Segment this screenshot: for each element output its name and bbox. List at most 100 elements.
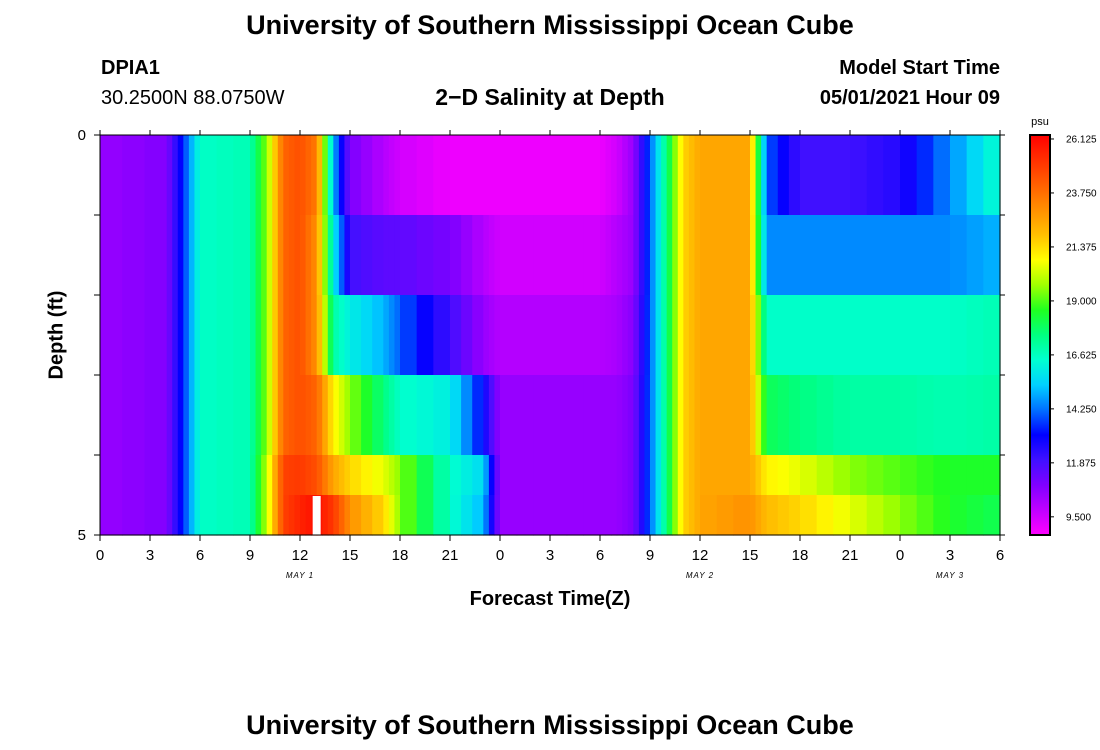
heatmap-cell [416, 295, 434, 376]
heatmap-cell [750, 455, 757, 496]
heatmap-cell [933, 455, 951, 496]
heatmap-cell [766, 295, 779, 376]
heatmap-cell [144, 455, 168, 496]
heatmap-cell [950, 455, 968, 496]
heatmap-cell [394, 375, 401, 456]
heatmap-cell [294, 375, 301, 456]
heatmap-cell [488, 215, 496, 296]
heatmap-cell [766, 215, 779, 296]
heatmap-cell [661, 375, 668, 456]
heatmap-cell [183, 455, 190, 496]
heatmap-cell [622, 295, 629, 376]
heatmap-cell [233, 455, 251, 496]
heatmap-cell [666, 295, 673, 376]
heatmap-cell [611, 215, 618, 296]
heatmap-cell [788, 215, 801, 296]
heatmap-cell [644, 295, 651, 376]
heatmap-cell [122, 455, 146, 496]
heatmap-cell [322, 455, 329, 496]
heatmap-cell [677, 215, 684, 296]
heatmap-cell [122, 495, 146, 536]
heatmap-cell [394, 295, 401, 376]
heatmap-cell [816, 295, 834, 376]
heatmap-cell [611, 135, 618, 216]
heatmap-cell [416, 375, 434, 456]
heatmap-cell [461, 135, 473, 216]
heatmap-cell [750, 135, 757, 216]
heatmap-cell [372, 495, 384, 536]
heatmap-cell [866, 495, 884, 536]
heatmap-cell [816, 375, 834, 456]
heatmap-cell [761, 215, 768, 296]
heatmap-cell [550, 295, 568, 376]
heatmap-cell [516, 455, 534, 496]
heatmap-cell [566, 495, 584, 536]
heatmap-cell [677, 295, 684, 376]
heatmap-cell [900, 495, 918, 536]
heatmap-cell [850, 495, 868, 536]
heatmap-cell [600, 455, 607, 496]
heatmap-cell [677, 495, 684, 536]
heatmap-cell [583, 495, 601, 536]
heatmap-cell [533, 295, 551, 376]
x-tick-label: 0 [896, 547, 904, 564]
heatmap-cell [622, 375, 629, 456]
heatmap-cell [288, 495, 296, 536]
heatmap-cell [272, 495, 279, 536]
heatmap-cell [266, 135, 273, 216]
heatmap-cell [327, 135, 334, 216]
heatmap-cells [100, 135, 1001, 536]
heatmap-cell [400, 455, 418, 496]
heatmap-cell [261, 295, 268, 376]
heatmap-cell [188, 455, 196, 496]
heatmap-cell [566, 455, 584, 496]
heatmap-cell [344, 495, 351, 536]
heatmap-cell [533, 135, 551, 216]
heatmap-cell [950, 135, 968, 216]
heatmap-cell [755, 375, 762, 456]
heatmap-cell [488, 455, 496, 496]
heatmap-cell [488, 295, 496, 376]
x-tick-label: 12 [292, 547, 309, 564]
heatmap-cell [777, 135, 790, 216]
colorbar-unit: psu [1031, 116, 1049, 128]
heatmap-cell [611, 455, 618, 496]
heatmap-cell [700, 495, 718, 536]
heatmap-cell [361, 135, 373, 216]
heatmap-cell [500, 215, 518, 296]
heatmap-cell [350, 295, 362, 376]
heatmap-cell [900, 375, 918, 456]
heatmap-cell [172, 455, 179, 496]
heatmap-cell [605, 455, 612, 496]
heatmap-cell [533, 495, 551, 536]
heatmap-cell [816, 215, 834, 296]
heatmap-cell [183, 135, 190, 216]
heatmap-cell [283, 375, 290, 456]
heatmap-cell [272, 455, 279, 496]
heatmap-cell [933, 215, 951, 296]
heatmap-cell [650, 455, 657, 496]
station-id: DPIA1 [101, 57, 160, 79]
heatmap-cell [800, 295, 818, 376]
heatmap-cell [677, 455, 684, 496]
heatmap-cell [333, 295, 340, 376]
heatmap-cell [716, 215, 734, 296]
heatmap-cell [250, 295, 257, 376]
heatmap-cell [177, 495, 184, 536]
heatmap-cell [433, 495, 451, 536]
heatmap-cell [850, 135, 868, 216]
heatmap-cell [272, 215, 279, 296]
heatmap-cell [966, 215, 984, 296]
heatmap-cell [194, 375, 201, 456]
heatmap-cell [672, 215, 679, 296]
heatmap-cell [216, 375, 234, 456]
heatmap-cell [122, 135, 146, 216]
heatmap-cell [750, 215, 757, 296]
heatmap-cell [750, 295, 757, 376]
heatmap-cell [755, 495, 762, 536]
heatmap-cell [733, 295, 751, 376]
heatmap-cell [216, 135, 234, 216]
heatmap-cell [672, 295, 679, 376]
heatmap-cell [933, 295, 951, 376]
heatmap-cell [300, 295, 307, 376]
